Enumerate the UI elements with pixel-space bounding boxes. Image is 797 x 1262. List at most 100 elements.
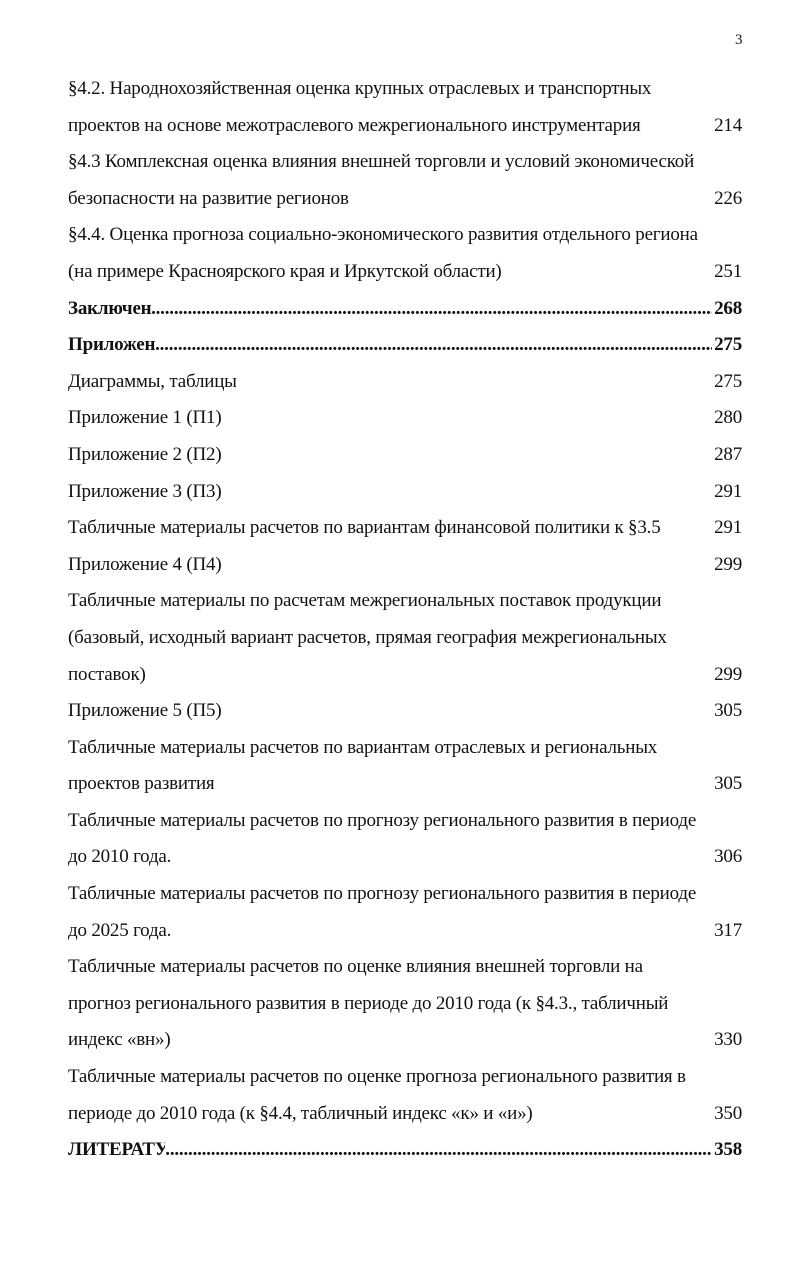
toc-entry-line: §4.3 Комплексная оценка влияния внешней … xyxy=(68,144,742,181)
toc-entry-text: Табличные материалы по расчетам межрегио… xyxy=(68,590,662,612)
toc-page-number: 291 xyxy=(714,517,742,539)
spacer xyxy=(171,839,712,876)
toc-entry-line: Диаграммы, таблицы 275 xyxy=(68,364,742,401)
spacer xyxy=(221,693,712,730)
toc-entry-line: прогноз регионального развития в периоде… xyxy=(68,986,742,1023)
toc-page-number: 317 xyxy=(714,919,742,941)
dot-leader xyxy=(151,291,712,328)
toc-entry-text: Приложение 3 (П3) xyxy=(68,480,222,502)
toc-page-number: 291 xyxy=(714,480,742,502)
toc-entry-line: Табличные материалы расчетов по прогнозу… xyxy=(68,876,742,913)
toc-entry-line: (базовый, исходный вариант расчетов, пря… xyxy=(68,620,742,657)
toc-entry-line: Приложение 1 (П1) 280 xyxy=(68,400,742,437)
toc-entry-text: Табличные материалы расчетов по оценке в… xyxy=(68,956,643,978)
toc-entry-line: Табличные материалы по расчетам межрегио… xyxy=(68,583,742,620)
toc-entry-text: §4.3 Комплексная оценка влияния внешней … xyxy=(68,151,695,173)
toc-entry-line: индекс «вн») 330 xyxy=(68,1022,742,1059)
toc-entry-text: до 2025 года. xyxy=(68,919,172,941)
spacer xyxy=(146,657,712,694)
toc-entry-line: Табличные материалы расчетов по прогнозу… xyxy=(68,803,742,840)
toc-entry-line: Табличные материалы расчетов по варианта… xyxy=(68,510,742,547)
toc-entry-text: проектов на основе межотраслевого межрег… xyxy=(68,114,641,136)
page-number: 3 xyxy=(735,32,743,48)
toc-entry-line: поставок) 299 xyxy=(68,657,742,694)
spacer xyxy=(221,437,712,474)
toc-page-number: 330 xyxy=(714,1029,742,1051)
toc-entry-text: Приложение 5 (П5) xyxy=(68,700,222,722)
toc-page-number: 299 xyxy=(714,553,742,575)
toc-entry-text: периоде до 2010 года (к §4.4, табличный … xyxy=(68,1102,533,1124)
toc-page-number: 251 xyxy=(714,260,742,282)
toc-page-number: 275 xyxy=(714,334,742,356)
toc-entry-line: Приложение 2 (П2) 287 xyxy=(68,437,742,474)
toc-entry-line: Приложение 5 (П5) 305 xyxy=(68,693,742,730)
spacer xyxy=(533,1096,712,1133)
toc-entry-line: Приложение 3 (П3) 291 xyxy=(68,474,742,511)
toc-entry-line: до 2025 года. 317 xyxy=(68,913,742,950)
toc-page-number: 299 xyxy=(714,663,742,685)
toc-entry-text: до 2010 года. xyxy=(68,846,172,868)
spacer xyxy=(502,254,712,291)
toc-page-number: 226 xyxy=(714,187,742,209)
toc-entry-line: Приложения 275 xyxy=(68,327,742,364)
toc-entry-line: периоде до 2010 года (к §4.4, табличный … xyxy=(68,1096,742,1133)
spacer xyxy=(661,510,712,547)
spacer xyxy=(170,1022,712,1059)
table-of-contents: §4.2. Народнохозяйственная оценка крупны… xyxy=(68,71,742,1169)
toc-entry-text: безопасности на развитие регионов xyxy=(68,187,349,209)
toc-entry-text: Заключение xyxy=(68,297,152,319)
toc-page-number: 280 xyxy=(714,407,742,429)
toc-page-number: 214 xyxy=(714,114,742,136)
toc-entry-line: Табличные материалы расчетов по оценке в… xyxy=(68,949,742,986)
toc-entry-line: Приложение 4 (П4) 299 xyxy=(68,547,742,584)
spacer xyxy=(221,547,712,584)
spacer xyxy=(171,913,712,950)
toc-entry-text: ЛИТЕРАТУРА xyxy=(68,1139,166,1161)
toc-entry-text: прогноз регионального развития в периоде… xyxy=(68,992,669,1014)
toc-entry-text: Табличные материалы расчетов по прогнозу… xyxy=(68,883,697,905)
toc-entry-text: Приложение 1 (П1) xyxy=(68,407,222,429)
toc-entry-line: §4.2. Народнохозяйственная оценка крупны… xyxy=(68,71,742,108)
toc-entry-text: индекс «вн») xyxy=(68,1029,171,1051)
toc-entry-line: проектов развития 305 xyxy=(68,766,742,803)
dot-leader xyxy=(155,327,712,364)
toc-page-number: 268 xyxy=(714,297,742,319)
toc-page-number: 305 xyxy=(714,700,742,722)
toc-entry-line: (на примере Красноярского края и Иркутск… xyxy=(68,254,742,291)
toc-entry-text: (базовый, исходный вариант расчетов, пря… xyxy=(68,626,667,648)
toc-entry-text: Приложение 2 (П2) xyxy=(68,443,222,465)
toc-entry-text: Табличные материалы расчетов по прогнозу… xyxy=(68,809,697,831)
spacer xyxy=(214,766,712,803)
toc-entry-text: §4.4. Оценка прогноза социально-экономич… xyxy=(68,224,698,246)
toc-entry-line: безопасности на развитие регионов 226 xyxy=(68,181,742,218)
toc-entry-text: поставок) xyxy=(68,663,146,685)
spacer xyxy=(349,181,712,218)
toc-page-number: 305 xyxy=(714,773,742,795)
toc-entry-text: проектов развития xyxy=(68,773,215,795)
spacer xyxy=(641,108,712,145)
toc-entry-line: Табличные материалы расчетов по оценке п… xyxy=(68,1059,742,1096)
toc-page-number: 287 xyxy=(714,443,742,465)
toc-entry-text: Диаграммы, таблицы xyxy=(68,370,237,392)
toc-entry-text: (на примере Красноярского края и Иркутск… xyxy=(68,260,502,282)
toc-entry-line: Табличные материалы расчетов по варианта… xyxy=(68,730,742,767)
toc-entry-line: проектов на основе межотраслевого межрег… xyxy=(68,108,742,145)
toc-entry-text: §4.2. Народнохозяйственная оценка крупны… xyxy=(68,78,652,99)
toc-entry-line: §4.4. Оценка прогноза социально-экономич… xyxy=(68,217,742,254)
toc-page-number: 350 xyxy=(714,1102,742,1124)
toc-entry-line: до 2010 года. 306 xyxy=(68,839,742,876)
toc-entry-text: Приложение 4 (П4) xyxy=(68,553,222,575)
toc-entry-text: Табличные материалы расчетов по варианта… xyxy=(68,517,661,539)
dot-leader xyxy=(165,1132,712,1169)
toc-entry-line: ЛИТЕРАТУРА 358 xyxy=(68,1132,742,1169)
toc-page-number: 306 xyxy=(714,846,742,868)
spacer xyxy=(237,364,712,401)
toc-entry-line: Заключение 268 xyxy=(68,291,742,328)
toc-page-number: 275 xyxy=(714,370,742,392)
toc-entry-text: Приложения xyxy=(68,334,156,356)
spacer xyxy=(221,400,712,437)
toc-page-number: 358 xyxy=(714,1139,742,1161)
toc-entry-text: Табличные материалы расчетов по оценке п… xyxy=(68,1066,686,1088)
spacer xyxy=(221,474,712,511)
toc-entry-text: Табличные материалы расчетов по варианта… xyxy=(68,736,658,758)
